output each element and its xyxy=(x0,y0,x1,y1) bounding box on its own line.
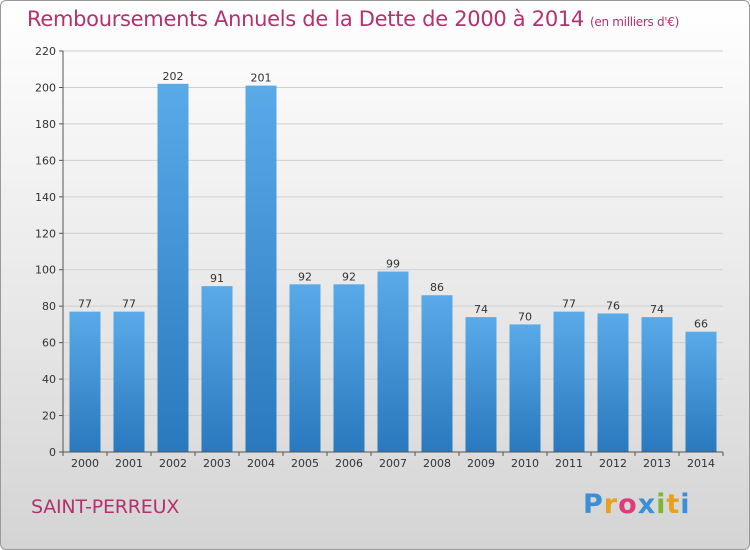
bar xyxy=(641,317,673,452)
data-labels: 77 77 202 91 201 92 92 99 86 74 70 77 76 74 66 xyxy=(78,70,708,331)
data-label: 76 xyxy=(606,299,620,312)
logo-letter: o xyxy=(618,489,638,520)
bars xyxy=(69,83,717,453)
y-tick-label: 20 xyxy=(42,410,56,423)
y-tick-label: 100 xyxy=(35,264,56,277)
y-tick-label: 200 xyxy=(35,81,56,94)
data-label: 77 xyxy=(122,298,136,311)
bar xyxy=(333,284,365,452)
logo-letter: t xyxy=(666,489,681,520)
data-label: 70 xyxy=(518,310,532,323)
y-tick-label: 40 xyxy=(42,373,56,386)
x-tick-label: 2009 xyxy=(467,457,495,470)
chart-subtitle: (en milliers d'€) xyxy=(590,15,680,29)
x-tick-label: 2013 xyxy=(643,457,671,470)
bar xyxy=(377,271,409,452)
x-tick-label: 2004 xyxy=(247,457,275,470)
bar xyxy=(597,313,629,452)
x-tick-label: 2012 xyxy=(599,457,627,470)
x-tick-label: 2002 xyxy=(159,457,187,470)
x-tick-label: 2000 xyxy=(71,457,99,470)
y-tick-label: 80 xyxy=(42,300,56,313)
logo-letter: x xyxy=(637,489,657,520)
data-label: 86 xyxy=(430,281,444,294)
bar xyxy=(509,324,541,452)
data-label: 74 xyxy=(650,303,664,316)
x-tick-label: 2005 xyxy=(291,457,319,470)
logo-letter: i xyxy=(656,489,667,520)
data-label: 202 xyxy=(163,70,184,83)
y-tick-label: 140 xyxy=(35,191,56,204)
bar xyxy=(113,311,145,452)
y-tick-label: 0 xyxy=(49,446,56,459)
x-axis-tick-labels: 2000 2001 2002 2003 2004 2005 2006 2007 2008 2009… xyxy=(71,457,715,470)
x-tick-label: 2008 xyxy=(423,457,451,470)
x-tick-label: 2007 xyxy=(379,457,407,470)
data-label: 92 xyxy=(298,270,312,283)
logo-letter: r xyxy=(603,489,619,520)
bar xyxy=(465,317,497,452)
bar xyxy=(69,311,101,452)
y-tick-label: 120 xyxy=(35,227,56,240)
bar xyxy=(685,331,717,452)
y-tick-label: 160 xyxy=(35,154,56,167)
bar xyxy=(201,286,233,452)
axes xyxy=(62,51,724,456)
data-label: 99 xyxy=(386,258,400,271)
data-label: 66 xyxy=(694,318,708,331)
data-label: 92 xyxy=(342,270,356,283)
x-tick-label: 2010 xyxy=(511,457,539,470)
bar xyxy=(157,83,189,453)
logo-letter: P xyxy=(583,489,604,520)
bar xyxy=(289,284,321,452)
x-tick-label: 2011 xyxy=(555,457,583,470)
bar xyxy=(421,295,453,452)
logo-letter: i xyxy=(680,489,691,520)
x-tick-label: 2001 xyxy=(115,457,143,470)
data-label: 91 xyxy=(210,272,224,285)
y-tick-label: 220 xyxy=(35,45,56,58)
data-label: 74 xyxy=(474,303,488,316)
location-label: SAINT-PERREUX xyxy=(31,496,180,518)
data-label: 77 xyxy=(562,298,576,311)
bar xyxy=(245,85,277,452)
x-tick-label: 2006 xyxy=(335,457,363,470)
y-tick-label: 60 xyxy=(42,337,56,350)
proxiti-logo: Proxiti xyxy=(583,489,691,520)
x-tick-label: 2003 xyxy=(203,457,231,470)
chart-title: Remboursements Annuels de la Dette de 20… xyxy=(27,7,680,31)
data-label: 201 xyxy=(251,72,272,85)
x-tick-label: 2014 xyxy=(687,457,715,470)
bar xyxy=(553,311,585,452)
y-tick-label: 180 xyxy=(35,118,56,131)
y-axis-tick-labels: 0 20 40 60 80 100 120 140 160 180 200 220 xyxy=(35,45,56,459)
data-label: 77 xyxy=(78,298,92,311)
